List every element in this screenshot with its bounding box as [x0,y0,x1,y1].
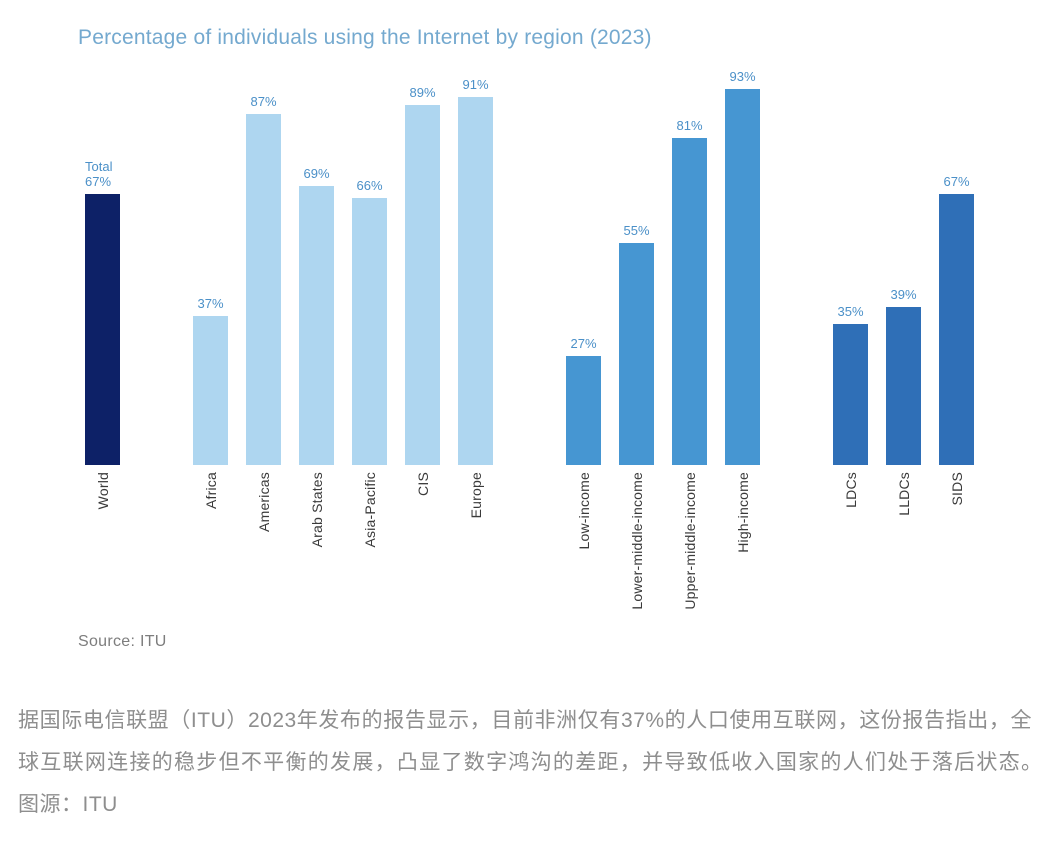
bar-label-area: Low-income [566,465,601,632]
bar-label-area: High-income [725,465,760,632]
bar-label-area: CIS [405,465,440,632]
bar-group-regions: 37% Africa 87% Americas 69% Arab States 66% Asi… [193,0,493,632]
bar-stack: 66% [352,0,387,465]
bar-column-lldcs: 39% LLDCs [886,0,921,632]
bar-category-label: Lower-middle-income [628,472,645,610]
bar-value-label: 93% [729,69,756,85]
bar-value-label: Total 67% [85,158,113,190]
bar-stack: 27% [566,0,601,465]
bar-stack: 89% [405,0,440,465]
bar-value-label: 87% [250,94,277,110]
bar-stack: 37% [193,0,228,465]
bar-africa [193,316,228,465]
bar-stack: 67% [939,0,974,465]
bar-column-high-income: 93% High-income [725,0,760,632]
bar-column-lower-middle-income: 55% Lower-middle-income [619,0,654,632]
bar-column-cis: 89% CIS [405,0,440,632]
bar-category-label: LLDCs [895,472,912,516]
bar-column-ldcs: 35% LDCs [833,0,868,632]
bar-category-label: World [94,472,111,510]
bar-stack: 93% [725,0,760,465]
bar-category-label: Africa [202,472,219,509]
bar-column-americas: 87% Americas [246,0,281,632]
bar-value-label: 35% [837,304,864,320]
bar-value-label: 67% [943,174,970,190]
bar-column-europe: 91% Europe [458,0,493,632]
bar-group-income-groups: 27% Low-income 55% Lower-middle-income 81% Up… [566,0,760,632]
bar-category-label: Arab States [308,472,325,548]
chart-source: Source: ITU [78,633,167,650]
bar-sids [939,194,974,465]
bar-label-area: Upper-middle-income [672,465,707,632]
bar-category-label: SIDS [948,472,965,506]
bar-category-label: CIS [414,472,431,496]
bar-arab-states [299,186,334,465]
bar-value-label: 69% [303,166,330,182]
bar-group-world: Total 67% World [85,0,120,632]
bar-value-label: 89% [409,85,436,101]
bar-lldcs [886,307,921,465]
bar-column-world: Total 67% World [85,0,120,632]
bar-column-upper-middle-income: 81% Upper-middle-income [672,0,707,632]
bar-stack: Total 67% [85,0,120,465]
bar-label-area: LLDCs [886,465,921,632]
bar-value-label: 37% [197,296,224,312]
chart-title: Percentage of individuals using the Inte… [78,26,652,49]
bar-lower-middle-income [619,243,654,465]
bar-label-area: Americas [246,465,281,632]
bar-value-label: 27% [570,336,597,352]
bar-category-label: Europe [467,472,484,519]
bar-americas [246,114,281,465]
bar-chart: Total 67% World 37% Africa 87% Americas 69% Ara… [85,0,974,632]
bar-label-area: Lower-middle-income [619,465,654,632]
bar-value-label: 39% [890,287,917,303]
bar-value-label: 55% [623,223,650,239]
bar-stack: 35% [833,0,868,465]
bar-low-income [566,356,601,465]
bar-category-label: Upper-middle-income [681,472,698,610]
bar-stack: 55% [619,0,654,465]
bar-stack: 81% [672,0,707,465]
bar-world [85,194,120,465]
bar-category-label: Asia-Pacific [361,472,378,548]
bar-stack: 69% [299,0,334,465]
bar-label-area: Europe [458,465,493,632]
bar-cis [405,105,440,465]
bar-label-area: World [85,465,120,632]
bar-label-area: Asia-Pacific [352,465,387,632]
caption-text: 据国际电信联盟（ITU）2023年发布的报告显示，目前非洲仅有37%的人口使用互… [18,709,1047,816]
bar-label-area: Africa [193,465,228,632]
bar-label-area: SIDS [939,465,974,632]
bar-category-label: Americas [255,472,272,532]
bar-column-arab-states: 69% Arab States [299,0,334,632]
bar-column-low-income: 27% Low-income [566,0,601,632]
bar-stack: 91% [458,0,493,465]
bar-ldcs [833,324,868,465]
bar-upper-middle-income [672,138,707,465]
bar-column-asia-pacific: 66% Asia-Pacific [352,0,387,632]
bar-column-africa: 37% Africa [193,0,228,632]
bar-high-income [725,89,760,465]
bar-value-label: 81% [676,118,703,134]
bar-category-label: High-income [734,472,751,553]
bar-asia-pacific [352,198,387,465]
bar-value-label: 91% [462,77,489,93]
bar-stack: 39% [886,0,921,465]
bar-label-area: Arab States [299,465,334,632]
bar-label-area: LDCs [833,465,868,632]
bar-category-label: LDCs [842,472,859,508]
bar-europe [458,97,493,465]
bar-column-sids: 67% SIDS [939,0,974,632]
bar-category-label: Low-income [575,472,592,550]
bar-group-special-groups: 35% LDCs 39% LLDCs 67% SIDS [833,0,974,632]
bar-stack: 87% [246,0,281,465]
bar-value-label: 66% [356,178,383,194]
